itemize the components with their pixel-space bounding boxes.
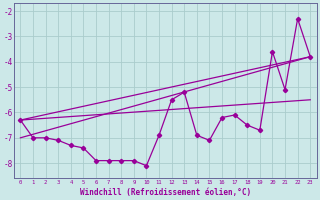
X-axis label: Windchill (Refroidissement éolien,°C): Windchill (Refroidissement éolien,°C): [80, 188, 251, 197]
